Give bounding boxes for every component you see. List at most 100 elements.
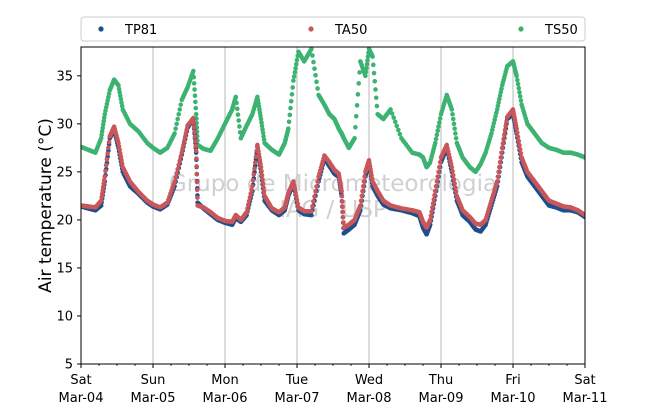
data-point [99,129,105,134]
data-point [194,171,200,177]
data-point [353,114,359,119]
data-point [178,154,184,160]
data-point [292,70,298,75]
data-point [449,164,455,170]
data-point [286,126,291,131]
x-tick-label-day: Wed [355,373,383,388]
data-point [358,203,363,208]
data-point [173,126,178,131]
data-point [100,122,106,127]
x-tick-label-day: Thu [428,373,453,388]
data-point [178,102,184,107]
data-point [341,220,346,225]
data-point [191,68,196,74]
data-point [101,115,107,120]
data-point [453,189,459,195]
data-point [516,85,522,91]
data-point [339,188,344,194]
data-point [313,189,318,194]
data-point [503,123,509,129]
data-point [501,136,506,142]
data-point [248,191,254,196]
data-point [433,183,439,189]
y-axis: 5 10 15 20 25 30 35 [56,69,81,373]
data-point [193,99,198,105]
data-point [517,142,522,148]
data-point [259,168,264,174]
data-point [116,144,122,149]
data-point [260,177,265,182]
x-tick-label-date: Mar-09 [419,391,464,406]
data-point [287,112,293,118]
data-point [502,132,507,137]
data-point [357,70,362,75]
data-point [392,119,398,125]
data-point [371,70,377,76]
data-point [515,130,520,136]
data-point [374,103,380,109]
data-point [119,157,124,163]
data-point [292,186,298,192]
data-point [353,124,358,130]
data-point [102,111,108,117]
data-point [193,143,199,149]
data-point [450,116,456,122]
data-point [370,54,375,59]
data-point [497,164,502,170]
data-point [309,47,314,52]
data-point [502,128,508,133]
data-point [494,110,499,116]
data-point [99,132,104,138]
data-point [259,173,265,178]
data-point [237,124,242,129]
data-point [497,159,503,165]
data-point [104,101,110,107]
data-point [191,115,196,121]
x-tick-label-date: Mar-06 [203,391,248,406]
y-tick-label: 15 [56,261,73,276]
data-point [180,146,185,152]
data-point [514,73,519,79]
data-point [234,106,240,112]
legend-item-ts50[interactable]: TS50 [518,23,578,38]
data-point [340,214,346,220]
data-point [260,127,265,132]
data-point [183,131,189,136]
legend-marker [308,26,314,32]
data-point [193,139,198,144]
data-point [234,100,239,106]
data-point [434,132,440,138]
legend-item-ta50[interactable]: TA50 [308,23,367,38]
data-point [252,160,258,165]
x-tick-label-date: Mar-10 [491,391,536,406]
data-point [498,89,504,95]
data-point [451,177,457,182]
data-point [192,93,198,99]
x-tick-label-date: Mar-05 [131,391,176,406]
data-point [582,155,585,160]
data-point [339,199,345,204]
data-point [312,194,317,199]
data-point [295,201,301,207]
data-point [106,139,112,145]
data-point [194,179,200,185]
data-point [373,95,379,101]
data-point [428,213,434,219]
data-point [249,187,254,193]
data-point [191,120,197,126]
data-point [245,202,251,208]
data-point [427,217,433,223]
data-point [294,197,300,203]
data-point [340,209,346,215]
data-point [364,61,370,67]
data-point [499,145,505,151]
data-point [489,131,494,136]
legend[interactable]: TP81 TA50 TS50 [80,16,586,42]
legend-label: TA50 [334,23,367,38]
data-point [494,179,500,184]
data-point [430,201,436,206]
legend-item-tp81[interactable]: TP81 [98,23,157,38]
data-point [105,151,110,156]
data-point [291,78,296,83]
